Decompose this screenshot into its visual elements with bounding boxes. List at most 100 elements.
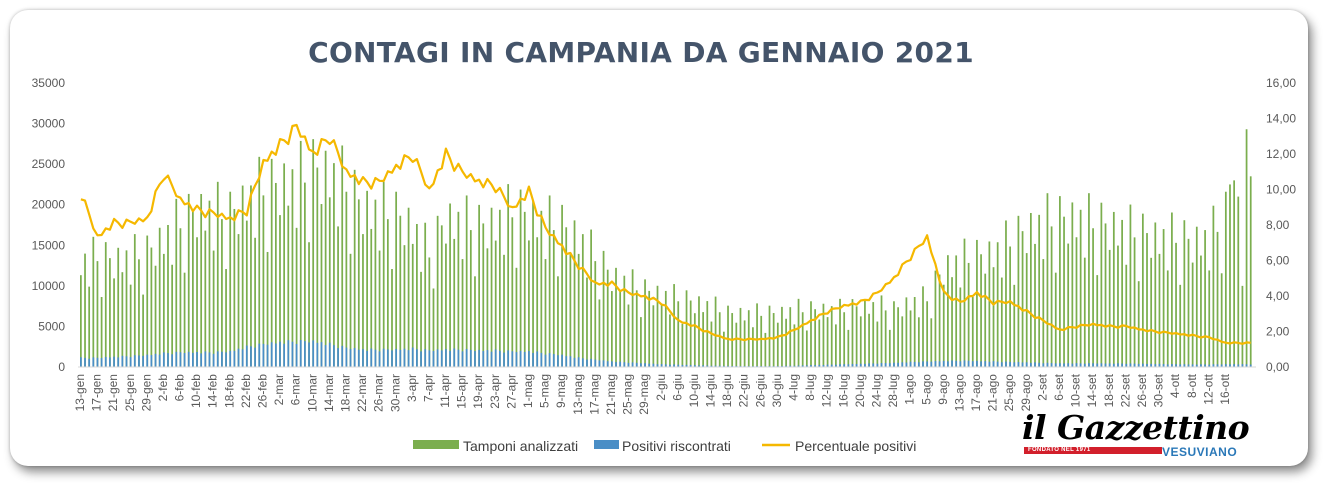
bar-tamponi	[179, 228, 182, 367]
bar-positivi	[142, 355, 144, 367]
bar-positivi	[536, 351, 539, 367]
bar-tamponi	[673, 284, 675, 367]
bar-positivi	[577, 357, 580, 367]
x-tick-label: 14-mar	[322, 374, 336, 412]
bar-tamponi	[436, 215, 439, 367]
bar-tamponi	[776, 322, 779, 367]
y-right-tick: 16,00	[1266, 76, 1296, 90]
bar-tamponi	[254, 237, 256, 367]
bar-positivi	[810, 365, 812, 367]
bar-positivi	[445, 349, 447, 367]
bar-tamponi	[432, 288, 435, 367]
bar-positivi	[548, 353, 551, 367]
bar-positivi	[84, 357, 86, 367]
bar-positivi	[216, 351, 219, 367]
bar-tamponi	[951, 277, 953, 367]
bar-positivi	[386, 349, 389, 367]
x-tick-label: 26-set	[1135, 373, 1149, 407]
bar-positivi	[274, 343, 277, 367]
bar-tamponi	[299, 140, 302, 367]
bar-positivi	[1208, 364, 1211, 367]
bar-positivi	[1171, 364, 1173, 367]
bar-positivi	[581, 358, 584, 367]
bar-positivi	[229, 350, 232, 367]
bar-positivi	[689, 365, 692, 367]
bar-tamponi	[1241, 285, 1244, 367]
bar-positivi	[1146, 363, 1148, 367]
bar-positivi	[1112, 363, 1115, 367]
bar-positivi	[1224, 364, 1227, 367]
bar-positivi	[1050, 363, 1053, 367]
bar-positivi	[826, 364, 829, 367]
bar-positivi	[1117, 363, 1119, 367]
legend-swatch-tamponi	[413, 440, 459, 449]
bar-tamponi	[785, 318, 787, 367]
bar-tamponi	[345, 191, 348, 367]
bar-tamponi	[1208, 270, 1211, 367]
bar-positivi	[1216, 364, 1219, 367]
bar-positivi	[573, 357, 576, 367]
x-tick-label: 10-giu	[687, 374, 701, 407]
bar-tamponi	[403, 245, 406, 367]
y-left-tick: 0	[58, 360, 65, 374]
bar-positivi	[1187, 364, 1190, 367]
bar-tamponi	[461, 259, 464, 367]
bar-positivi	[855, 364, 858, 367]
bar-positivi	[839, 364, 841, 367]
bar-tamponi	[1137, 281, 1140, 367]
bar-tamponi	[494, 240, 497, 367]
x-tick-label: 27-apr	[504, 374, 518, 409]
bar-positivi	[1054, 363, 1057, 367]
bar-positivi	[370, 348, 373, 367]
bar-positivi	[1096, 363, 1099, 367]
x-tick-label: 15-apr	[455, 374, 469, 409]
bar-positivi	[283, 343, 286, 367]
bar-tamponi	[1075, 237, 1078, 367]
bar-positivi	[1150, 363, 1153, 367]
x-tick-label: 22-set	[1118, 373, 1132, 407]
bar-positivi	[1088, 363, 1090, 367]
bar-tamponi	[1034, 243, 1036, 367]
bar-positivi	[640, 363, 642, 367]
bar-positivi	[192, 352, 194, 367]
bar-positivi	[453, 348, 456, 367]
bar-positivi	[669, 364, 671, 367]
logo-tagline: FONDATO NEL 1971	[1028, 447, 1091, 453]
y-right-tick: 10,00	[1266, 183, 1296, 197]
bar-positivi	[133, 355, 136, 367]
bar-tamponi	[1158, 253, 1161, 367]
bar-tamponi	[540, 210, 543, 367]
bar-tamponi	[1005, 220, 1007, 367]
bar-positivi	[440, 350, 443, 367]
x-tick-label: 30-giu	[770, 374, 784, 407]
bar-positivi	[349, 349, 352, 367]
bar-tamponi	[320, 204, 323, 367]
bar-positivi	[1104, 363, 1107, 367]
bar-positivi	[996, 361, 999, 367]
bar-positivi	[631, 362, 634, 367]
bar-tamponi	[818, 319, 821, 367]
bar-positivi	[374, 349, 377, 367]
bar-positivi	[723, 365, 725, 367]
x-tick-label: 14-feb	[206, 374, 220, 408]
bar-tamponi	[897, 307, 899, 367]
bar-positivi	[926, 361, 929, 367]
bar-tamponi	[1042, 259, 1045, 367]
bar-positivi	[353, 347, 356, 367]
bar-positivi	[200, 353, 203, 367]
bar-positivi	[154, 353, 157, 367]
bar-positivi	[1034, 362, 1036, 367]
x-tick-label: 18-mar	[339, 374, 353, 412]
x-tick-label: 26-mar	[372, 374, 386, 412]
x-tick-label: 17-gen	[90, 374, 104, 411]
bar-positivi	[378, 351, 381, 367]
bar-positivi	[913, 361, 916, 367]
bar-positivi	[241, 349, 244, 367]
bar-positivi	[718, 365, 721, 367]
bar-tamponi	[1224, 191, 1227, 367]
bar-positivi	[947, 361, 949, 367]
bar-tamponi	[967, 262, 970, 367]
bar-tamponi	[407, 207, 410, 367]
bar-positivi	[963, 360, 966, 367]
bar-tamponi	[187, 193, 190, 367]
